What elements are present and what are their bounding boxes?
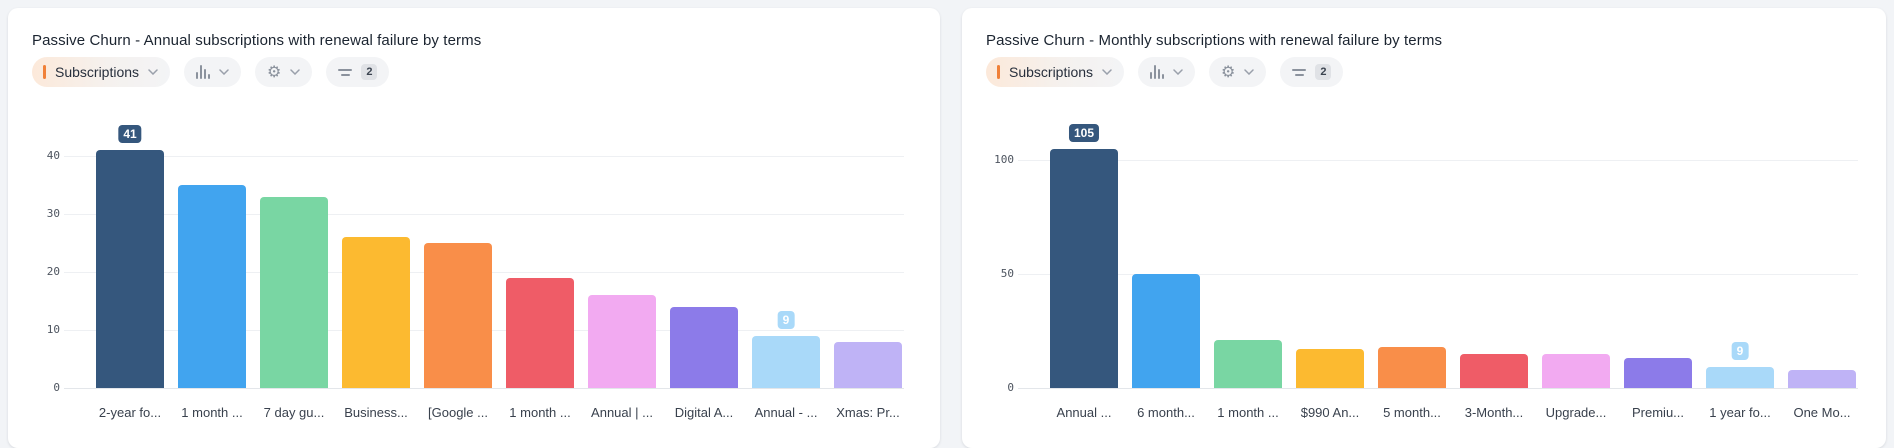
- bar-6[interactable]: [588, 295, 656, 388]
- x-axis-label: 2-year fo...: [98, 405, 162, 420]
- x-axis-label: 1 year fo...: [1709, 405, 1771, 420]
- chart-type-button[interactable]: [1138, 57, 1196, 87]
- x-axis-label: Business...: [344, 405, 408, 420]
- chevron-down-icon: [148, 69, 158, 75]
- y-axis-tick-label: 0: [1007, 381, 1014, 394]
- gridline: [64, 388, 904, 389]
- gear-icon: ⚙: [1221, 62, 1236, 81]
- filter-icon: [338, 68, 353, 76]
- bar-2[interactable]: [1214, 340, 1282, 388]
- bar-5[interactable]: [1460, 353, 1528, 388]
- chart-title: Passive Churn - Monthly subscriptions wi…: [986, 32, 1443, 49]
- x-axis-label: Annual | ...: [591, 405, 653, 420]
- event-accent-bar: [997, 65, 1000, 79]
- x-axis-label: Premiu...: [1631, 405, 1685, 420]
- gridline: [1018, 274, 1858, 275]
- y-axis-tick-label: 30: [46, 207, 60, 220]
- x-axis-label: [Google ...: [428, 405, 488, 420]
- y-axis-tick-label: 0: [53, 381, 60, 394]
- filter-button[interactable]: 2: [1280, 57, 1344, 87]
- bar-2[interactable]: [260, 196, 328, 388]
- event-accent-bar: [43, 65, 46, 79]
- chevron-down-icon: [1102, 69, 1112, 75]
- y-axis-tick-label: 50: [1000, 267, 1014, 280]
- chart-card-monthly: Passive Churn - Monthly subscriptions wi…: [962, 8, 1886, 448]
- chart-card-annual: Passive Churn - Annual subscriptions wit…: [8, 8, 940, 448]
- bar-3[interactable]: [1296, 349, 1364, 388]
- x-axis-label: 6 month...: [1137, 405, 1195, 420]
- event-selector-button[interactable]: Subscriptions: [986, 57, 1125, 87]
- chart-toolbar: Subscriptions ⚙ 2: [986, 57, 1344, 87]
- bar-chart-icon: [1150, 65, 1165, 79]
- filter-button[interactable]: 2: [326, 57, 390, 87]
- y-axis-tick-label: 10: [46, 323, 60, 336]
- bar-0[interactable]: [96, 150, 164, 388]
- value-badge: 105: [1068, 123, 1100, 142]
- gridline: [1018, 160, 1858, 161]
- x-axis-label: 5 month...: [1383, 405, 1441, 420]
- chevron-down-icon: [290, 69, 301, 75]
- x-axis-label: Upgrade...: [1545, 405, 1607, 420]
- value-badge: 9: [1731, 342, 1749, 361]
- gridline: [64, 214, 904, 215]
- value-badge: 9: [777, 310, 795, 329]
- y-axis-tick-label: 40: [46, 149, 60, 162]
- chart-type-button[interactable]: [184, 57, 242, 87]
- y-axis-tick-label: 100: [994, 153, 1014, 166]
- bar-6[interactable]: [1542, 353, 1610, 388]
- bar-7[interactable]: [670, 306, 738, 388]
- gridline: [64, 156, 904, 157]
- x-axis-label: $990 An...: [1300, 405, 1360, 420]
- bar-7[interactable]: [1624, 358, 1692, 388]
- chart-toolbar: Subscriptions ⚙ 2: [32, 57, 390, 87]
- x-axis-label: One Mo...: [1793, 405, 1851, 420]
- event-selector-label: Subscriptions: [1009, 64, 1094, 80]
- event-selector-label: Subscriptions: [55, 64, 140, 80]
- bar-8[interactable]: [752, 335, 820, 388]
- chart-title: Passive Churn - Annual subscriptions wit…: [32, 32, 482, 49]
- x-axis-label: Annual ...: [1056, 405, 1112, 420]
- bar-3[interactable]: [342, 237, 410, 388]
- bar-5[interactable]: [506, 277, 574, 388]
- x-axis-label: Annual - ...: [754, 405, 818, 420]
- x-axis-label: 7 day gu...: [263, 405, 325, 420]
- gear-icon: ⚙: [267, 62, 282, 81]
- x-axis-label: Xmas: Pr...: [836, 405, 900, 420]
- bar-8[interactable]: [1706, 367, 1774, 388]
- x-axis-label: 1 month ...: [1217, 405, 1279, 420]
- x-axis-label: Digital A...: [674, 405, 734, 420]
- bar-1[interactable]: [1132, 274, 1200, 388]
- bar-1[interactable]: [178, 185, 246, 388]
- bar-chart-icon: [196, 65, 211, 79]
- chevron-down-icon: [1244, 69, 1255, 75]
- bar-9[interactable]: [834, 341, 902, 388]
- chart-settings-button[interactable]: ⚙: [1209, 57, 1267, 87]
- bar-9[interactable]: [1788, 369, 1856, 388]
- value-badge: 41: [118, 125, 142, 144]
- bar-0[interactable]: [1050, 148, 1118, 388]
- bar-4[interactable]: [1378, 346, 1446, 388]
- x-axis-label: 3-Month...: [1464, 405, 1524, 420]
- gridline: [1018, 388, 1858, 389]
- chevron-down-icon: [219, 69, 229, 75]
- chart-settings-button[interactable]: ⚙: [255, 57, 313, 87]
- x-axis-label: 1 month ...: [509, 405, 571, 420]
- filter-icon: [1292, 68, 1307, 76]
- bar-chart: 0 50 100 Annual ... 6 month... 1 month ... $99…: [962, 108, 1886, 441]
- event-selector-button[interactable]: Subscriptions: [32, 57, 171, 87]
- bar-4[interactable]: [424, 243, 492, 388]
- bar-chart: 0 10 20 30 40 2-year fo... 1 month ... 7 day gu…: [8, 108, 940, 441]
- filter-count-badge: 2: [361, 64, 378, 80]
- x-axis-label: 1 month ...: [181, 405, 243, 420]
- y-axis-tick-label: 20: [46, 265, 60, 278]
- chevron-down-icon: [1173, 69, 1183, 75]
- filter-count-badge: 2: [1315, 64, 1332, 80]
